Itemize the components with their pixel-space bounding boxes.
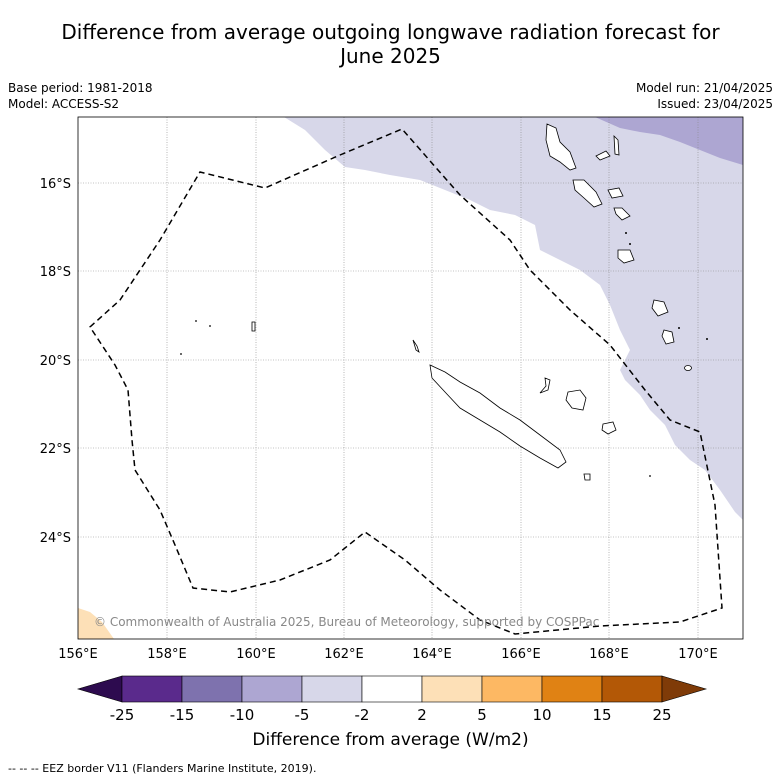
lat-tick-labels: 16°S 18°S 20°S 22°S 24°S xyxy=(40,177,71,546)
colorbar xyxy=(76,675,708,703)
colorbar-segment xyxy=(481,675,543,703)
colorbar-segment xyxy=(241,675,303,703)
colorbar-segment xyxy=(421,675,483,703)
anomaly-region-medium xyxy=(595,117,743,165)
erromango-island xyxy=(617,249,635,264)
tanna-island xyxy=(651,299,669,317)
lon-tick-164e: 164°E xyxy=(412,647,452,662)
maewo-island xyxy=(613,134,620,156)
colorbar-tick-label: -5 xyxy=(295,706,310,724)
lon-tick-156e: 156°E xyxy=(58,647,98,662)
colorbar-tick-label: 5 xyxy=(477,706,487,724)
colorbar-tick-label: 10 xyxy=(532,706,551,724)
isle-of-pines xyxy=(583,473,591,481)
belep-islands xyxy=(412,339,420,353)
lat-tick-16s: 16°S xyxy=(40,177,71,192)
model-name: Model: ACCESS-S2 xyxy=(8,97,120,111)
colorbar-tick-label: 15 xyxy=(592,706,611,724)
colorbar-tick-label: -15 xyxy=(170,706,195,724)
lat-tick-20s: 20°S xyxy=(40,354,71,369)
colorbar-segment xyxy=(601,675,663,703)
eez-legend-note: -- -- -- EEZ border V11 (Flanders Marine… xyxy=(8,762,317,775)
lon-tick-labels: 156°E 158°E 160°E 162°E 164°E 166°E 168°… xyxy=(58,647,718,662)
meta-right: Model run: 21/04/2025 Issued: 23/04/2025 xyxy=(636,80,773,112)
aneityum-island xyxy=(661,329,675,345)
colorbar-segment xyxy=(181,675,243,703)
meta-left: Base period: 1981-2018 Model: ACCESS-S2 xyxy=(8,80,153,112)
colorbar-segment xyxy=(541,675,603,703)
efate-island xyxy=(613,207,631,221)
copyright-text: © Commonwealth of Australia 2025, Bureau… xyxy=(94,615,599,629)
anomaly-region-light xyxy=(284,117,743,520)
malakula-island xyxy=(572,179,603,208)
colorbar-segment xyxy=(361,675,423,703)
map-title: Difference from average outgoing longwav… xyxy=(0,20,781,68)
chesterfield-islands xyxy=(251,321,256,332)
colorbar-tick-label: -2 xyxy=(355,706,370,724)
lon-tick-158e: 158°E xyxy=(147,647,187,662)
lon-tick-166e: 166°E xyxy=(501,647,541,662)
colorbar-tick-label: -25 xyxy=(110,706,135,724)
colorbar-tick-label: -10 xyxy=(230,706,255,724)
colorbar-segment xyxy=(121,675,183,703)
lat-tick-22s: 22°S xyxy=(40,442,71,457)
colorbar-segment xyxy=(301,675,363,703)
ouvea-island xyxy=(539,377,551,394)
title-line-1: Difference from average outgoing longwav… xyxy=(61,20,720,44)
lon-tick-162e: 162°E xyxy=(324,647,364,662)
colorbar-tick-label: 2 xyxy=(417,706,427,724)
title-line-2: June 2025 xyxy=(340,44,441,68)
anomaly-region-orange xyxy=(78,608,114,639)
base-period: Base period: 1981-2018 xyxy=(8,81,153,95)
lon-tick-160e: 160°E xyxy=(236,647,276,662)
epi-island xyxy=(607,187,624,199)
lat-tick-24s: 24°S xyxy=(40,531,71,546)
colorbar-extend-min xyxy=(76,675,123,703)
new-caledonia-island xyxy=(429,364,567,469)
mare-island xyxy=(601,421,617,435)
ambae-island xyxy=(595,150,611,161)
colorbar-label: Difference from average (W/m2) xyxy=(252,730,529,750)
colorbar-tick-labels: -25 -15 -10 -5 -2 2 5 10 15 25 xyxy=(110,706,672,724)
lon-tick-170e: 170°E xyxy=(678,647,718,662)
colorbar-extend-max xyxy=(661,675,708,703)
model-run: Model run: 21/04/2025 xyxy=(635,81,773,95)
lon-tick-168e: 168°E xyxy=(589,647,629,662)
eez-border xyxy=(89,128,723,635)
issued-date: Issued: 23/04/2025 xyxy=(657,97,773,111)
espiritu-santo-island xyxy=(545,123,577,171)
lat-tick-18s: 18°S xyxy=(40,265,71,280)
map-frame xyxy=(77,116,744,640)
colorbar-tick-label: 25 xyxy=(652,706,671,724)
matthew-island xyxy=(684,365,692,371)
lifou-island xyxy=(565,389,587,411)
